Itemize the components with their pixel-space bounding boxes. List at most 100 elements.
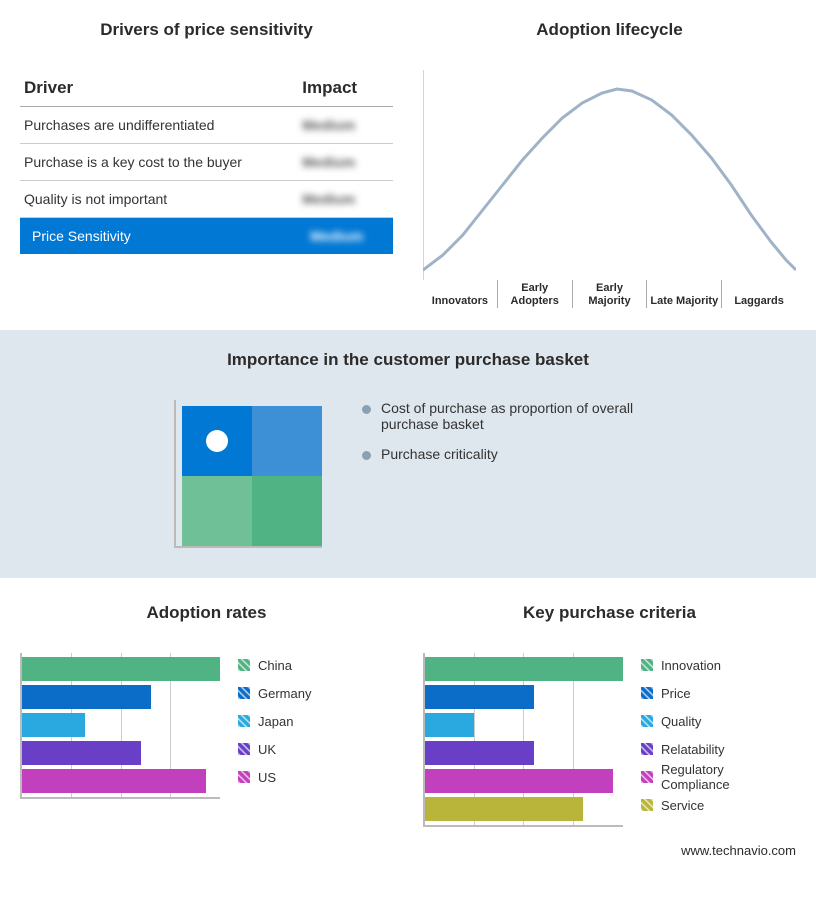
lifecycle-stage-label: Innovators <box>423 280 498 308</box>
bar-row <box>425 797 623 821</box>
legend-swatch-icon <box>238 715 250 727</box>
legend-swatch-icon <box>238 687 250 699</box>
importance-title: Importance in the customer purchase bask… <box>0 350 816 370</box>
bar-legend-item: Japan <box>238 709 311 733</box>
bar-legend-item: Innovation <box>641 653 796 677</box>
quad-bl <box>182 476 252 546</box>
bar-legend-item: Price <box>641 681 796 705</box>
bar-legend-item: Germany <box>238 681 311 705</box>
bar-row <box>425 769 623 793</box>
bar <box>425 657 623 681</box>
legend-label: Japan <box>258 714 293 729</box>
legend-label: Quality <box>661 714 701 729</box>
legend-label: Regulatory Compliance <box>661 762 796 792</box>
lifecycle-stage-label: Early Majority <box>573 280 648 308</box>
lifecycle-stage-label: Early Adopters <box>498 280 573 308</box>
driver-cell: Quality is not important <box>20 181 298 218</box>
summary-label: Price Sensitivity <box>20 218 298 255</box>
bar-row <box>22 769 220 793</box>
legend-swatch-icon <box>641 799 653 811</box>
drivers-section: Drivers of price sensitivity Driver Impa… <box>20 20 393 320</box>
drivers-title: Drivers of price sensitivity <box>20 20 393 40</box>
importance-legend-item: Purchase criticality <box>362 446 642 462</box>
adoption-section: Adoption rates China Germany Japan UK US <box>20 603 393 827</box>
quad-br <box>252 476 322 546</box>
bar <box>22 769 206 793</box>
lifecycle-title: Adoption lifecycle <box>423 20 796 40</box>
table-row: Purchase is a key cost to the buyerMediu… <box>20 144 393 181</box>
bar <box>22 713 85 737</box>
legend-swatch-icon <box>641 659 653 671</box>
legend-swatch-icon <box>641 771 653 783</box>
criteria-chart: Innovation Price Quality Relatability Regula… <box>423 653 796 827</box>
bar-row <box>425 685 623 709</box>
bar-row <box>425 713 623 737</box>
legend-text: Purchase criticality <box>381 446 498 462</box>
bar <box>22 685 151 709</box>
bar <box>425 741 534 765</box>
bar-legend-item: Service <box>641 793 796 817</box>
driver-cell: Purchases are undifferentiated <box>20 107 298 144</box>
legend-text: Cost of purchase as proportion of overal… <box>381 400 642 432</box>
footer-text: www.technavio.com <box>0 837 816 874</box>
adoption-bars-area <box>20 653 220 799</box>
legend-bullet-icon <box>362 451 371 460</box>
bar <box>425 685 534 709</box>
drivers-table: Driver Impact Purchases are undifferenti… <box>20 70 393 254</box>
lifecycle-stage-label: Late Majority <box>647 280 722 308</box>
drivers-header-driver: Driver <box>20 70 298 107</box>
legend-label: US <box>258 770 276 785</box>
lifecycle-svg <box>423 70 796 280</box>
legend-swatch-icon <box>641 687 653 699</box>
bar-legend-item: Relatability <box>641 737 796 761</box>
lifecycle-labels: InnovatorsEarly AdoptersEarly MajorityLa… <box>423 280 796 308</box>
legend-label: UK <box>258 742 276 757</box>
criteria-section: Key purchase criteria InnovationPriceQua… <box>423 603 796 827</box>
bottom-row: Adoption rates ChinaGermanyJapanUKUS Key… <box>0 578 816 837</box>
legend-label: Service <box>661 798 704 813</box>
bar-row <box>22 657 220 681</box>
importance-section: Importance in the customer purchase bask… <box>0 330 816 578</box>
criteria-bars-area <box>423 653 623 827</box>
table-row: Quality is not importantMedium <box>20 181 393 218</box>
importance-inner: Cost of purchase as proportion of overal… <box>0 400 816 548</box>
adoption-title: Adoption rates <box>20 603 393 623</box>
bar-legend-item: Quality <box>641 709 796 733</box>
lifecycle-chart: InnovatorsEarly AdoptersEarly MajorityLa… <box>423 70 796 320</box>
bar-legend-item: US <box>238 765 311 789</box>
legend-bullet-icon <box>362 405 371 414</box>
quad-tr <box>252 406 322 476</box>
impact-cell: Medium <box>298 181 393 218</box>
legend-label: Price <box>661 686 691 701</box>
criteria-legend: Innovation Price Quality Relatability Regula… <box>641 653 796 827</box>
bar-row <box>22 741 220 765</box>
top-row: Drivers of price sensitivity Driver Impa… <box>0 0 816 320</box>
adoption-chart: China Germany Japan UK US <box>20 653 393 799</box>
driver-cell: Purchase is a key cost to the buyer <box>20 144 298 181</box>
importance-quadrant <box>182 406 322 546</box>
importance-marker <box>206 430 228 452</box>
bar-row <box>425 657 623 681</box>
table-row: Purchases are undifferentiatedMedium <box>20 107 393 144</box>
legend-label: Relatability <box>661 742 725 757</box>
lifecycle-section: Adoption lifecycle InnovatorsEarly Adopt… <box>423 20 796 320</box>
importance-legend: Cost of purchase as proportion of overal… <box>362 400 642 476</box>
legend-label: Germany <box>258 686 311 701</box>
bar <box>22 741 141 765</box>
impact-cell: Medium <box>298 107 393 144</box>
importance-quadrant-frame <box>174 400 322 548</box>
bar-legend-item: China <box>238 653 311 677</box>
impact-cell: Medium <box>298 144 393 181</box>
bar <box>425 797 583 821</box>
importance-legend-item: Cost of purchase as proportion of overal… <box>362 400 642 432</box>
legend-label: Innovation <box>661 658 721 673</box>
drivers-tbody: Purchases are undifferentiatedMediumPurc… <box>20 107 393 255</box>
bar <box>425 713 474 737</box>
drivers-summary-row: Price SensitivityMedium <box>20 218 393 255</box>
adoption-legend: China Germany Japan UK US <box>238 653 311 799</box>
bar-row <box>22 713 220 737</box>
drivers-header-impact: Impact <box>298 70 393 107</box>
quad-tl <box>182 406 252 476</box>
legend-label: China <box>258 658 292 673</box>
legend-swatch-icon <box>238 771 250 783</box>
